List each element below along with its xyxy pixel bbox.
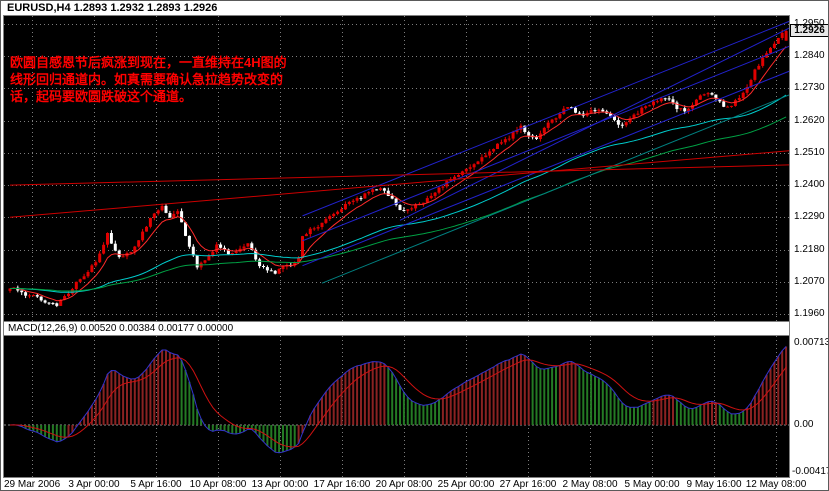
price-axis-label: 1.2510 — [794, 147, 825, 158]
time-axis-label: 29 Mar 2006 — [4, 479, 61, 490]
price-axis-label: 1.2180 — [794, 244, 825, 255]
regression-channel-lower[interactable] — [302, 66, 790, 267]
time-axis-label: 25 Apr 00:00 — [437, 479, 495, 490]
ma-55-line — [10, 94, 787, 293]
price-axis-label: 1.2620 — [794, 115, 825, 126]
price-axis-label: 1.2400 — [794, 179, 825, 190]
macd-panel[interactable] — [3, 335, 790, 478]
ma-8-line — [9, 46, 787, 302]
annotation-text: 欧圆自感恩节后疯涨到现在，一直维持在4H图的 线形回归通道内。如真需要确认急拉趋… — [10, 54, 287, 105]
macd-axis-max-label: 0.00713 — [794, 337, 829, 348]
red-rising-line[interactable] — [9, 150, 789, 218]
teal-support-line[interactable] — [321, 90, 789, 284]
time-axis-label: 27 Apr 16:00 — [499, 479, 557, 490]
ma-90-line — [10, 116, 787, 292]
regression-channel-median[interactable] — [302, 41, 790, 242]
time-axis-label: 10 Apr 08:00 — [189, 479, 247, 490]
macd-histogram — [12, 346, 788, 453]
moving-averages-layer — [9, 46, 787, 302]
macd-line — [9, 346, 787, 454]
price-axis-label: 1.2950 — [794, 18, 825, 29]
time-axis-label: 2 May 08:00 — [562, 479, 618, 490]
annotation-line: 线形回归通道内。如真需要确认急拉趋势改变的 — [10, 72, 284, 87]
candles-layer — [8, 29, 788, 308]
price-axis-label: 1.1960 — [794, 308, 825, 319]
time-axis-label: 3 Apr 00:00 — [68, 479, 120, 490]
trendlines-layer — [9, 16, 790, 284]
macd-axis-min-label: -0.00417 — [792, 466, 829, 477]
price-axis-label: 1.2840 — [794, 50, 825, 61]
time-axis-label: 5 May 00:00 — [624, 479, 680, 490]
time-axis-label: 5 Apr 16:00 — [130, 479, 182, 490]
chart-title: EURUSD,H4 1.2893 1.2932 1.2893 1.2926 — [7, 2, 218, 14]
inner-trendline[interactable] — [399, 22, 789, 221]
regression-channel-upper[interactable] — [302, 16, 790, 217]
price-grid — [4, 16, 789, 321]
time-axis-label: 13 Apr 00:00 — [251, 479, 309, 490]
price-chart-canvas[interactable] — [4, 16, 789, 321]
price-chart-panel[interactable] — [3, 15, 790, 322]
macd-axis-zero-label: 0.00 — [794, 419, 814, 430]
macd-signal-line — [9, 357, 787, 448]
annotation-line: 话，起码要欧圆跌破这个通道。 — [10, 89, 193, 104]
price-axis-label: 1.2290 — [794, 211, 825, 222]
annotation-line: 欧圆自感恩节后疯涨到现在，一直维持在4H图的 — [10, 55, 287, 70]
macd-canvas[interactable] — [4, 336, 789, 477]
time-axis-label: 12 May 08:00 — [745, 479, 807, 490]
red-flat-line[interactable] — [9, 164, 789, 186]
current-price-tag: 1.2926 — [790, 24, 828, 37]
macd-indicator-label: MACD(12,26,9) 0.00520 0.00384 0.00177 0.… — [8, 323, 234, 334]
price-axis-label: 1.2730 — [794, 82, 825, 93]
time-axis-label: 20 Apr 08:00 — [375, 479, 433, 490]
time-axis-label: 9 May 16:00 — [686, 479, 742, 490]
macd-label-strip: MACD(12,26,9) 0.00520 0.00384 0.00177 0.… — [3, 322, 790, 335]
time-axis-label: 17 Apr 16:00 — [313, 479, 371, 490]
price-axis-label: 1.2070 — [794, 276, 825, 287]
